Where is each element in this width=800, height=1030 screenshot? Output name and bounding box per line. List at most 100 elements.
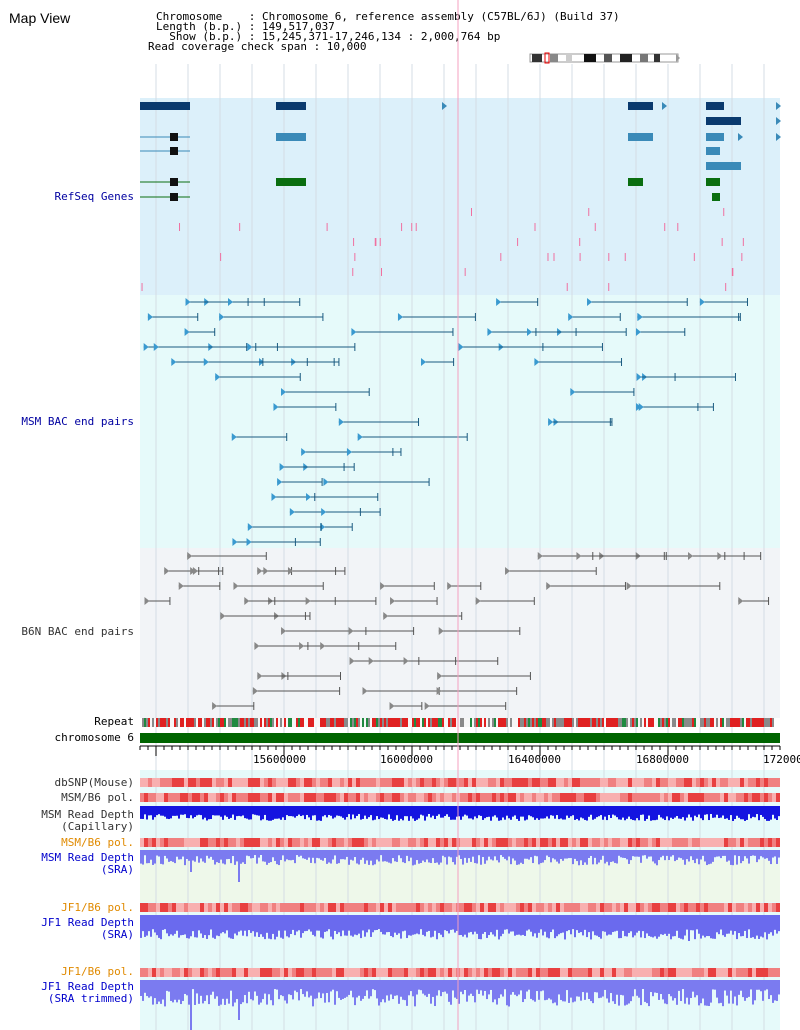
depth-bar xyxy=(446,850,448,865)
depth-bar xyxy=(726,806,728,819)
depth-bar xyxy=(196,850,198,857)
depth-bar xyxy=(268,915,270,939)
depth-bar xyxy=(586,980,588,993)
depth-bar xyxy=(346,806,348,818)
depth-bar xyxy=(726,850,728,862)
depth-bar xyxy=(750,850,752,857)
depth-bar xyxy=(140,850,142,864)
depth-bar xyxy=(432,850,434,859)
bac-end xyxy=(219,313,225,321)
depth-bar xyxy=(680,806,682,819)
depth-bar xyxy=(556,806,558,816)
depth-bar xyxy=(736,915,738,940)
depth-bar xyxy=(288,915,290,938)
depth-bar xyxy=(544,980,546,1001)
depth-bar xyxy=(498,850,500,863)
depth-bar xyxy=(690,980,692,998)
pol-cell xyxy=(644,793,648,802)
depth-bar xyxy=(724,980,726,991)
depth-bar xyxy=(748,850,750,864)
repeat-segment xyxy=(644,718,646,727)
depth-bar xyxy=(510,915,512,932)
repeat-segment xyxy=(566,718,568,727)
chromosome-ideogram[interactable] xyxy=(528,52,682,64)
pol-cell xyxy=(308,778,312,787)
pol-cell xyxy=(608,778,612,787)
depth-bar xyxy=(710,806,712,815)
repeat-segment xyxy=(756,718,758,727)
pol-cell xyxy=(180,793,184,802)
chromosome-info: Chromosome : Chromosome 6, reference ass… xyxy=(156,10,620,23)
repeat-segment xyxy=(390,718,392,727)
depth-bar xyxy=(458,806,460,817)
bac-end xyxy=(323,478,329,486)
depth-bar xyxy=(226,806,228,817)
repeat-segment xyxy=(462,718,464,727)
depth-bar xyxy=(674,915,676,937)
depth-bar xyxy=(234,915,236,934)
repeat-segment xyxy=(372,718,374,727)
label-repeat: Repeat xyxy=(94,715,134,728)
pol-cell xyxy=(540,968,544,977)
pol-cell xyxy=(592,968,596,977)
pol-cell xyxy=(248,793,252,802)
depth-bar xyxy=(178,980,180,1000)
depth-bar xyxy=(288,850,290,861)
pol-cell xyxy=(180,968,184,977)
show-range-info: Show (b.p.) : 15,245,371-17,246,134 : 2,… xyxy=(156,30,501,43)
depth-bar xyxy=(500,980,502,995)
pol-cell xyxy=(484,793,488,802)
depth-bar xyxy=(592,806,594,820)
depth-bar xyxy=(168,980,170,992)
pol-cell xyxy=(448,968,452,977)
pol-cell xyxy=(328,838,332,847)
pol-cell xyxy=(196,793,200,802)
pol-cell xyxy=(160,838,164,847)
depth-bar xyxy=(342,980,344,999)
depth-bar xyxy=(444,806,446,817)
bac-end xyxy=(147,313,153,321)
depth-bar xyxy=(414,915,416,935)
depth-bar xyxy=(526,915,528,931)
pol-cell xyxy=(392,903,396,912)
depth-bar xyxy=(674,806,676,818)
pol-cell xyxy=(156,968,160,977)
depth-bar xyxy=(514,915,516,936)
pol-cell xyxy=(764,838,768,847)
depth-bar xyxy=(378,915,380,930)
depth-bar xyxy=(620,806,622,820)
tick-label: 16400000 xyxy=(508,753,561,766)
depth-bar xyxy=(604,980,606,990)
pol-cell xyxy=(740,838,744,847)
pol-cell xyxy=(496,968,500,977)
pol-cell xyxy=(228,778,232,787)
depth-bar xyxy=(324,806,326,816)
depth-bar xyxy=(460,806,462,820)
depth-bar xyxy=(558,806,560,820)
depth-bar xyxy=(170,850,172,862)
depth-bar xyxy=(164,850,166,856)
depth-bar xyxy=(502,980,504,997)
depth-bar xyxy=(724,850,726,856)
depth-bar xyxy=(362,850,364,858)
pol-cell xyxy=(544,968,548,977)
pol-cell xyxy=(680,793,684,802)
pol-cell xyxy=(588,903,592,912)
depth-bar xyxy=(572,915,574,930)
pol-cell xyxy=(496,793,500,802)
pol-cell xyxy=(460,793,464,802)
pol-cell xyxy=(520,793,524,802)
depth-bar xyxy=(442,850,444,856)
depth-bar xyxy=(426,806,428,817)
pol-cell xyxy=(364,793,368,802)
depth-bar xyxy=(260,980,262,1003)
msm-sra-bg xyxy=(140,860,780,902)
depth-bar xyxy=(410,980,412,992)
repeat-segment xyxy=(734,718,736,727)
pol-cell xyxy=(204,793,208,802)
pol-cell xyxy=(600,903,604,912)
repeat-segment xyxy=(152,718,154,727)
depth-bar xyxy=(360,806,362,820)
pol-cell xyxy=(212,778,216,787)
